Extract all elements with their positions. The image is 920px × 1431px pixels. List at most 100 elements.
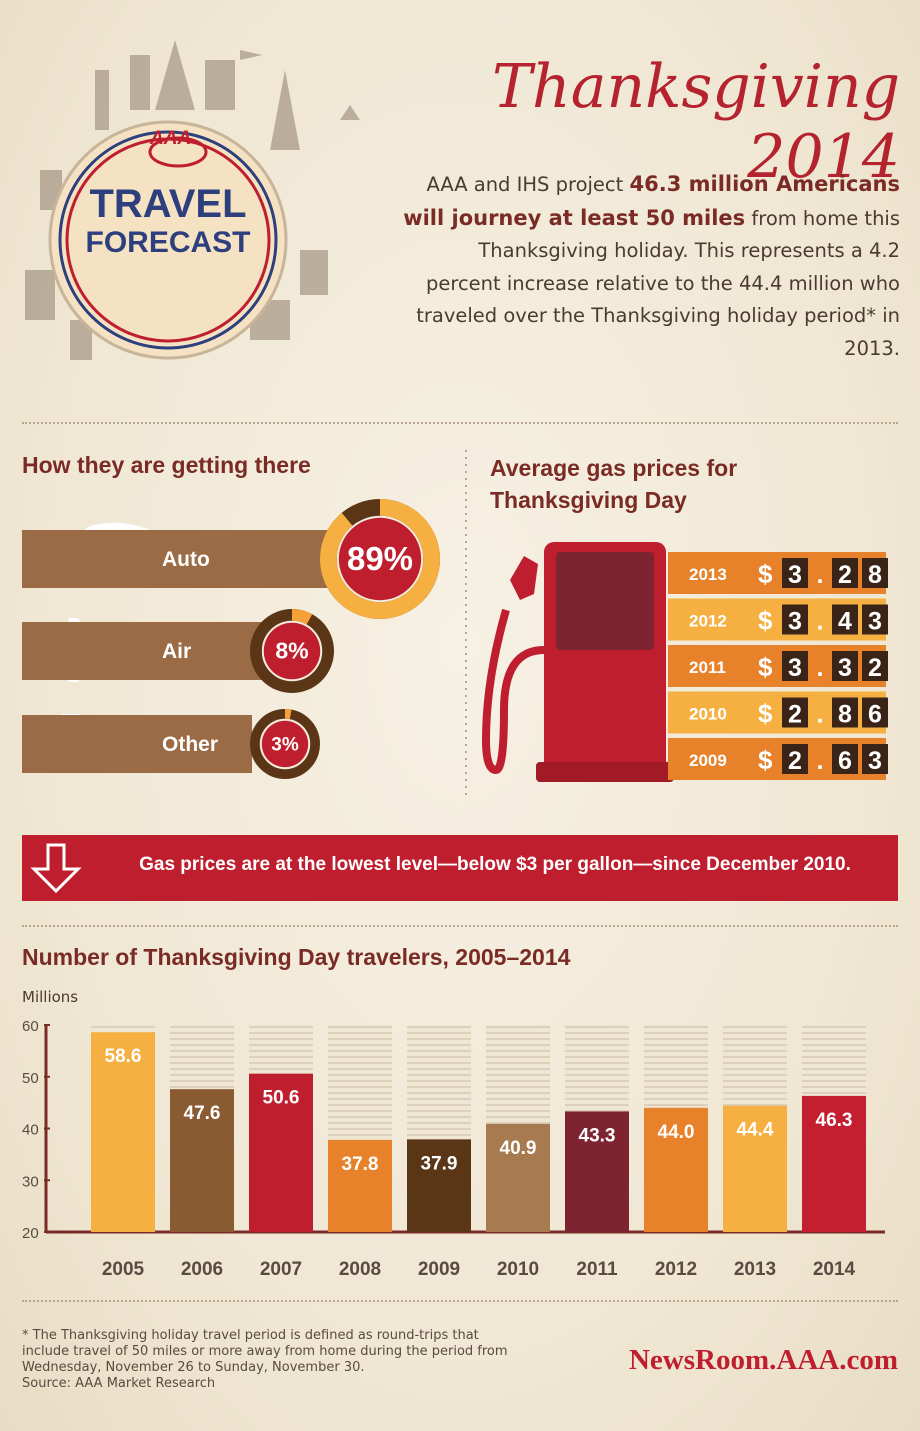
digit-box xyxy=(782,651,808,681)
bar xyxy=(565,1111,629,1232)
digit: . xyxy=(817,608,824,636)
badge-line: FORECAST xyxy=(85,226,251,259)
bar xyxy=(723,1105,787,1232)
bar xyxy=(91,1032,155,1232)
mode-label: Other xyxy=(162,733,218,756)
currency: $ xyxy=(758,606,773,636)
digit: 8 xyxy=(868,561,882,589)
digit: 6 xyxy=(838,747,852,775)
intro-text: from home this Thanksgiving holiday. Thi… xyxy=(416,206,900,360)
y-axis-label: Millions xyxy=(22,988,79,1006)
bar-background xyxy=(328,1025,392,1140)
gas-year: 2009 xyxy=(689,751,727,770)
bar xyxy=(486,1123,550,1232)
separator xyxy=(22,1300,898,1302)
digit: 3 xyxy=(788,561,802,589)
x-tick-label: 2012 xyxy=(655,1259,697,1280)
gas-pump xyxy=(481,542,674,782)
separator xyxy=(22,422,898,424)
digit: . xyxy=(817,561,824,589)
down-arrow xyxy=(30,843,82,894)
logo-oval xyxy=(148,136,208,168)
digit: . xyxy=(817,747,824,775)
digit-box xyxy=(782,744,808,774)
x-tick-label: 2011 xyxy=(576,1259,618,1280)
digit-box xyxy=(862,697,888,728)
value-label: 50.6 xyxy=(263,1088,300,1109)
logo: AAA xyxy=(150,128,192,149)
x-tick-label: 2013 xyxy=(734,1259,776,1280)
bar xyxy=(170,1089,234,1232)
bar-background xyxy=(91,1025,155,1033)
y-tick-label: 60 xyxy=(22,1018,39,1035)
donut-center xyxy=(261,720,309,768)
value-label: 37.9 xyxy=(421,1153,458,1174)
bar-background xyxy=(170,1025,234,1090)
gas-year: 2011 xyxy=(689,658,726,677)
y-tick-label: 40 xyxy=(22,1122,39,1139)
mode-bar xyxy=(22,530,330,588)
value-label: 47.6 xyxy=(184,1103,221,1124)
donut-arc xyxy=(320,499,440,619)
bar-background xyxy=(407,1025,471,1140)
bar xyxy=(249,1073,313,1232)
value-label: 43.3 xyxy=(579,1125,616,1146)
mode-value: 8% xyxy=(275,638,308,664)
digit-box xyxy=(832,651,858,681)
digit-box xyxy=(862,744,888,774)
mode-bar xyxy=(22,622,262,680)
currency: $ xyxy=(758,699,773,729)
bar xyxy=(802,1095,866,1232)
x-tick-label: 2010 xyxy=(497,1259,539,1280)
x-tick-label: 2008 xyxy=(339,1259,381,1280)
value-label: 44.4 xyxy=(737,1120,774,1141)
bar-background xyxy=(249,1025,313,1074)
donut-arc xyxy=(291,609,313,625)
digit: 3 xyxy=(868,747,882,775)
digit-box xyxy=(782,558,808,588)
banner-text: Gas prices are at the lowest level—below… xyxy=(139,854,851,875)
skyline xyxy=(25,40,360,360)
digit-box xyxy=(862,604,888,635)
x-tick-label: 2014 xyxy=(813,1259,856,1280)
bar xyxy=(644,1107,708,1232)
y-tick-label: 50 xyxy=(22,1070,39,1087)
bar-background xyxy=(644,1025,708,1108)
digit: . xyxy=(817,701,824,729)
digit-box xyxy=(782,604,808,635)
donut-arc xyxy=(284,709,292,720)
digit: 8 xyxy=(838,701,852,729)
digit: 2 xyxy=(868,654,882,682)
value-label: 40.9 xyxy=(500,1138,537,1159)
bar xyxy=(407,1139,471,1232)
bar-background xyxy=(802,1025,866,1096)
digit: 2 xyxy=(838,561,852,589)
mode-value: 89% xyxy=(347,540,413,577)
digit: . xyxy=(817,654,824,682)
gas-year: 2013 xyxy=(689,565,727,584)
digit-box xyxy=(832,558,858,588)
bar-background xyxy=(565,1025,629,1112)
digit: 2 xyxy=(788,747,802,775)
title: Thanksgiving 2014 xyxy=(492,52,900,192)
x-tick-label: 2005 xyxy=(102,1259,145,1280)
badge-outer xyxy=(48,120,288,360)
digit-box xyxy=(832,744,858,774)
intro: AAA and IHS project 46.3 million America… xyxy=(400,168,900,365)
digit: 3 xyxy=(838,654,852,682)
gas-year: 2010 xyxy=(689,705,727,724)
value-label: 58.6 xyxy=(105,1046,142,1067)
intro-bold: 46.3 million Americans will journey at l… xyxy=(403,172,900,230)
x-tick-label: 2007 xyxy=(260,1259,302,1280)
bar-background xyxy=(486,1025,550,1124)
bar-background xyxy=(723,1025,787,1106)
value-label: 44.0 xyxy=(658,1122,695,1143)
mode-value: 3% xyxy=(271,734,299,755)
x-tick-label: 2009 xyxy=(418,1259,460,1280)
x-tick-label: 2006 xyxy=(181,1259,223,1280)
